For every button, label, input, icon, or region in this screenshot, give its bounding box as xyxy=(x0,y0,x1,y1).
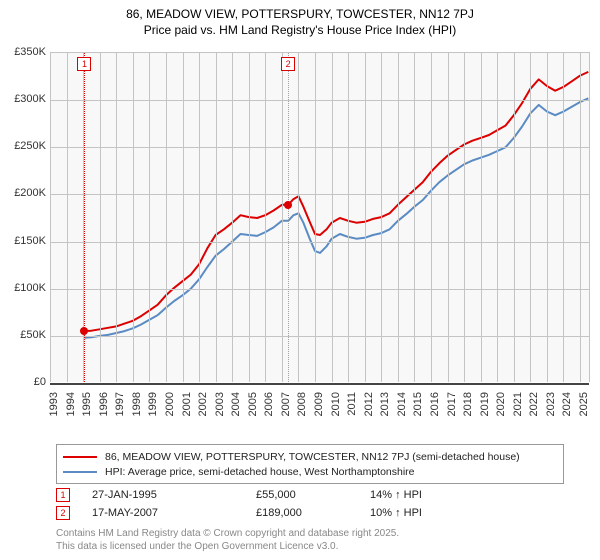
sales-row: 1 27-JAN-1995 £55,000 14% ↑ HPI xyxy=(56,486,490,504)
x-tick-label: 2001 xyxy=(181,392,193,416)
x-tick-label: 2004 xyxy=(230,392,242,416)
y-tick-label: £300K xyxy=(0,93,46,105)
x-tick-label: 2000 xyxy=(164,392,176,416)
sale-price: £189,000 xyxy=(256,507,370,519)
legend-label-hpi: HPI: Average price, semi-detached house,… xyxy=(105,466,415,478)
x-tick-label: 2021 xyxy=(512,392,524,416)
sale-date: 17-MAY-2007 xyxy=(92,507,256,519)
attribution-line-1: Contains HM Land Registry data © Crown c… xyxy=(56,528,399,541)
title-line-1: 86, MEADOW VIEW, POTTERSPURY, TOWCESTER,… xyxy=(0,6,600,22)
legend-swatch-property xyxy=(63,456,97,458)
sales-table: 1 27-JAN-1995 £55,000 14% ↑ HPI 2 17-MAY… xyxy=(56,486,490,522)
x-tick-label: 2024 xyxy=(561,392,573,416)
x-tick-label: 2018 xyxy=(462,392,474,416)
x-tick-label: 2023 xyxy=(545,392,557,416)
x-tick-label: 2007 xyxy=(280,392,292,416)
sale-dot xyxy=(80,327,88,335)
plot-area: 12 xyxy=(50,52,590,382)
chart: 12 £0£50K£100K£150K£200K£250K£300K£350K1… xyxy=(0,42,600,432)
sale-marker-badge: 2 xyxy=(56,506,70,520)
x-tick-label: 2002 xyxy=(197,392,209,416)
sale-marker-badge: 1 xyxy=(56,488,70,502)
legend-swatch-hpi xyxy=(63,471,97,473)
x-tick-label: 1994 xyxy=(65,392,77,416)
x-tick-label: 2015 xyxy=(412,392,424,416)
y-tick-label: £100K xyxy=(0,282,46,294)
legend-label-property: 86, MEADOW VIEW, POTTERSPURY, TOWCESTER,… xyxy=(105,451,520,463)
x-tick-label: 2020 xyxy=(495,392,507,416)
x-tick-label: 2016 xyxy=(429,392,441,416)
sale-marker-cell: 2 xyxy=(56,506,92,520)
chart-title-block: 86, MEADOW VIEW, POTTERSPURY, TOWCESTER,… xyxy=(0,0,600,38)
attribution: Contains HM Land Registry data © Crown c… xyxy=(56,528,399,553)
y-tick-label: £150K xyxy=(0,235,46,247)
x-tick-label: 1997 xyxy=(114,392,126,416)
x-tick-label: 2008 xyxy=(296,392,308,416)
x-tick-label: 1995 xyxy=(81,392,93,416)
attribution-line-2: This data is licensed under the Open Gov… xyxy=(56,541,399,554)
x-tick-label: 1998 xyxy=(131,392,143,416)
x-tick-label: 2013 xyxy=(379,392,391,416)
legend: 86, MEADOW VIEW, POTTERSPURY, TOWCESTER,… xyxy=(56,444,564,484)
legend-row-property: 86, MEADOW VIEW, POTTERSPURY, TOWCESTER,… xyxy=(63,449,557,464)
legend-row-hpi: HPI: Average price, semi-detached house,… xyxy=(63,464,557,479)
sale-dot xyxy=(284,201,292,209)
x-tick-label: 2010 xyxy=(330,392,342,416)
sale-vline xyxy=(288,53,289,382)
y-tick-label: £50K xyxy=(0,329,46,341)
sale-marker-badge: 1 xyxy=(77,57,91,71)
x-tick-label: 2022 xyxy=(528,392,540,416)
sale-price: £55,000 xyxy=(256,489,370,501)
x-tick-label: 2005 xyxy=(247,392,259,416)
x-tick-label: 2006 xyxy=(263,392,275,416)
sale-marker-badge: 2 xyxy=(281,57,295,71)
x-tick-label: 2003 xyxy=(214,392,226,416)
y-tick-label: £200K xyxy=(0,187,46,199)
x-tick-label: 2019 xyxy=(479,392,491,416)
y-tick-label: £350K xyxy=(0,46,46,58)
series-property xyxy=(85,72,589,331)
x-tick-label: 1999 xyxy=(147,392,159,416)
x-tick-label: 1996 xyxy=(98,392,110,416)
x-tick-label: 2017 xyxy=(446,392,458,416)
title-line-2: Price paid vs. HM Land Registry's House … xyxy=(0,22,600,38)
y-tick-label: £0 xyxy=(0,376,46,388)
sale-date: 27-JAN-1995 xyxy=(92,489,256,501)
line-series-svg xyxy=(50,53,590,383)
sale-pct: 14% ↑ HPI xyxy=(370,489,490,501)
x-tick-label: 2014 xyxy=(396,392,408,416)
x-tick-label: 2011 xyxy=(346,392,358,416)
x-tick-label: 1993 xyxy=(48,392,60,416)
x-tick-label: 2025 xyxy=(578,392,590,416)
y-tick-label: £250K xyxy=(0,140,46,152)
sales-row: 2 17-MAY-2007 £189,000 10% ↑ HPI xyxy=(56,504,490,522)
sale-pct: 10% ↑ HPI xyxy=(370,507,490,519)
x-tick-label: 2012 xyxy=(363,392,375,416)
sale-marker-cell: 1 xyxy=(56,488,92,502)
x-tick-label: 2009 xyxy=(313,392,325,416)
